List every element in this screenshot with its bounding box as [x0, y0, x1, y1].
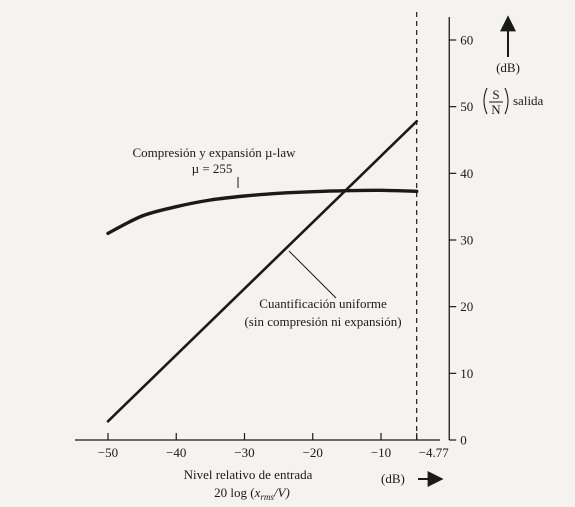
y-tick-label: 0: [460, 433, 467, 448]
x-axis-formula-sub: rms: [260, 492, 274, 502]
y-axis-label: S N salida: [483, 87, 544, 117]
x-tick-label: −40: [166, 445, 186, 460]
x-axis-formula-suffix: /V): [273, 485, 290, 500]
x-axis-formula-var: x: [254, 485, 261, 500]
x-axis-label: Nivel relativo de entrada: [184, 467, 313, 482]
mu-law-label: Compresión y expansión µ-law: [132, 145, 296, 160]
uniform-leader-line: [288, 250, 337, 299]
mu-value-label: µ = 255: [192, 161, 233, 176]
x-tick-label: −20: [303, 445, 323, 460]
y-tick-label: 20: [460, 299, 473, 314]
x-tick-label: −50: [98, 445, 118, 460]
y-axis-unit: (dB): [496, 60, 520, 75]
uniform-label: Cuantificación uniforme: [259, 296, 387, 311]
y-label-salida: salida: [513, 93, 544, 108]
y-label-S: S: [492, 87, 499, 102]
x-ticks: −50 −40 −30 −20 −10 −4.77: [98, 433, 449, 460]
series-uniform-line: [106, 120, 418, 423]
x-axis-unit: (dB): [381, 471, 405, 486]
y-label-N: N: [491, 102, 501, 117]
x-tick-label-extra: −4.77: [419, 445, 450, 460]
y-tick-label: 10: [460, 366, 473, 381]
y-tick-label: 40: [460, 166, 473, 181]
y-tick-label: 50: [460, 99, 473, 114]
x-axis-formula-prefix: 20 log (: [214, 485, 254, 500]
uniform-sublabel: (sin compresión ni expansión): [244, 314, 401, 329]
x-tick-label: −10: [371, 445, 391, 460]
series-mu-law-line: [106, 188, 419, 235]
y-ticks: 0 10 20 30 40 50 60: [449, 33, 473, 448]
x-tick-label: −30: [234, 445, 254, 460]
y-tick-label: 30: [460, 233, 473, 248]
y-tick-label: 60: [460, 33, 473, 48]
x-axis-formula: 20 log (xrms/V): [214, 485, 290, 502]
